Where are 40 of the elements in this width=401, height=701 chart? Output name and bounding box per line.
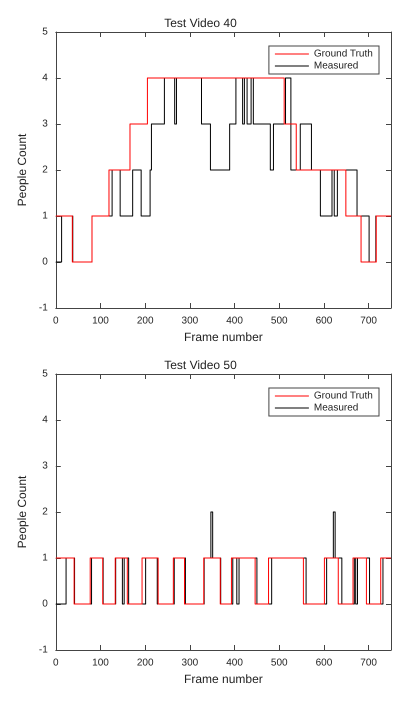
y-tick-label: 2 — [42, 506, 48, 518]
y-tick-label: 0 — [42, 256, 48, 268]
y-tick-label: 3 — [42, 118, 48, 130]
x-tick-label: 700 — [360, 316, 378, 326]
x-tick-label: 500 — [270, 658, 288, 668]
x-tick-label: 600 — [316, 316, 333, 326]
y-tick-label: 4 — [42, 72, 48, 84]
y-tick-label: 5 — [42, 368, 48, 380]
legend-label: Ground Truth — [314, 390, 373, 402]
x-tick-label: 0 — [53, 658, 60, 668]
x-tick-label: 300 — [182, 658, 199, 668]
legend-label: Measured — [314, 402, 358, 414]
y-tick-label: 5 — [42, 26, 48, 38]
x-tick-label: 300 — [182, 316, 199, 326]
x-tick-label: 100 — [92, 316, 110, 326]
x-tick-label: 500 — [270, 316, 288, 326]
legend-label: Ground Truth — [314, 48, 373, 60]
x-tick-label: 0 — [53, 316, 60, 326]
x-tick-label: 200 — [136, 316, 154, 326]
y-tick-label: -1 — [38, 644, 48, 656]
chart-title: Test Video 50 — [164, 358, 238, 372]
x-tick-label: 700 — [360, 658, 378, 668]
y-tick-label: 3 — [42, 460, 48, 472]
x-tick-label: 200 — [136, 658, 154, 668]
chart-title: Test Video 40 — [164, 16, 238, 30]
x-axis-title: Frame number — [184, 672, 263, 686]
x-tick-label: 600 — [316, 658, 333, 668]
x-tick-label: 100 — [92, 658, 110, 668]
y-axis-title: People Count — [15, 132, 29, 206]
x-tick-label: 400 — [226, 658, 244, 668]
y-tick-label: 4 — [42, 414, 48, 426]
y-tick-label: 0 — [42, 598, 48, 610]
y-tick-label: -1 — [38, 302, 48, 314]
y-tick-label: 1 — [42, 552, 48, 564]
x-axis-title: Frame number — [184, 330, 263, 344]
legend-label: Measured — [314, 60, 358, 72]
y-tick-label: 2 — [42, 164, 48, 176]
y-axis-title: People Count — [15, 474, 29, 548]
y-tick-label: 1 — [42, 210, 48, 222]
x-tick-label: 400 — [226, 316, 244, 326]
